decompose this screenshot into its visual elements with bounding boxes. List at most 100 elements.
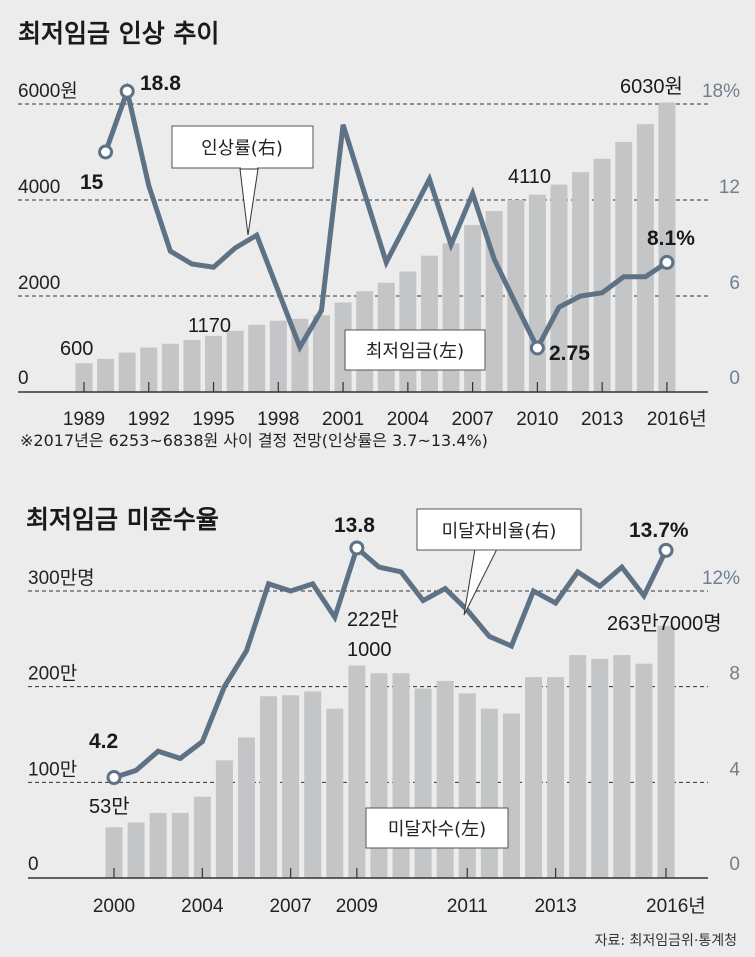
chart-noncompliance-rate: 최저임금 미준수율 2000 2004 2007 2009 2011 2013 2016년 …: [26, 505, 740, 917]
bar: [591, 658, 609, 878]
bar: [260, 696, 278, 878]
x-tick-label: 2004: [181, 896, 224, 917]
bar: [485, 211, 503, 392]
x-tick-label: 2007: [269, 896, 311, 917]
chart-title: 최저임금 인상 추이: [18, 19, 219, 48]
bar: [480, 708, 498, 878]
right-tick-label: 18%: [702, 81, 740, 102]
line-series: [106, 540, 674, 786]
legend-label: 최저임금(左): [366, 341, 464, 362]
left-axis: 0 2000 4000 6000원: [18, 80, 78, 389]
bar-series: [105, 625, 675, 878]
data-label: 263만7000명: [607, 612, 722, 635]
line-point-marker: [349, 540, 365, 556]
legend-box: [416, 508, 582, 551]
bar: [572, 172, 590, 392]
bar: [658, 102, 676, 392]
line-series: [98, 82, 675, 356]
bar: [269, 320, 287, 392]
bar: [226, 330, 244, 392]
bar: [183, 339, 201, 392]
bar: [248, 324, 266, 392]
legend-box: [365, 807, 509, 849]
left-tick-label: 2000: [18, 273, 60, 294]
chart-title: 최저임금 미준수율: [26, 505, 219, 534]
legend-label: 미달자비율(右): [442, 521, 557, 542]
legend-box: [344, 329, 486, 371]
legend-label: 미달자수(左): [388, 819, 486, 840]
bar: [282, 695, 300, 878]
bar: [348, 665, 366, 878]
right-tick-label: 12: [719, 177, 740, 198]
bar: [613, 655, 631, 878]
left-tick-label: 300만명: [28, 567, 95, 589]
right-tick-label: 12%: [702, 568, 740, 589]
bar: [205, 335, 223, 392]
right-tick-label: 6: [729, 273, 740, 294]
legend-ratio: 미달자비율(右): [416, 508, 582, 616]
line-point-marker: [658, 542, 674, 558]
bar: [502, 713, 520, 878]
bar: [171, 812, 189, 878]
bar: [97, 358, 115, 392]
left-tick-label: 6000원: [18, 80, 78, 102]
bar: [118, 352, 136, 392]
data-label: 4110: [508, 166, 551, 188]
line-point-marker: [98, 144, 114, 160]
line-point-marker: [659, 254, 675, 270]
left-tick-label: 100만: [28, 758, 77, 780]
data-label: 222만: [347, 608, 399, 631]
line-point-marker: [119, 83, 135, 99]
bar: [105, 827, 123, 878]
data-label: 4.2: [89, 730, 118, 753]
bar: [420, 255, 438, 392]
bar: [525, 677, 543, 878]
left-tick-label: 0: [28, 854, 39, 875]
rate-line: [113, 543, 669, 780]
legend-wage: 최저임금(左): [344, 329, 486, 371]
x-tick-label: 2004: [387, 409, 430, 430]
bar: [547, 677, 565, 878]
line-point-marker: [106, 770, 122, 786]
data-label: 600: [60, 338, 93, 360]
bar: [657, 625, 675, 878]
x-tick-label: 2007: [451, 409, 493, 430]
bar: [237, 737, 255, 878]
data-label: 8.1%: [647, 227, 695, 250]
bar: [215, 760, 233, 878]
data-label: 18.8: [140, 72, 181, 95]
data-label: 6030원: [620, 75, 683, 98]
data-label: 2.75: [549, 342, 590, 365]
x-tick-label: 2010: [516, 409, 558, 430]
bar: [140, 347, 158, 392]
bar: [326, 708, 344, 878]
legend-count: 미달자수(左): [365, 807, 509, 849]
x-tick-label: 2009: [336, 896, 378, 917]
x-tick-label: 1989: [63, 409, 105, 430]
x-tick-label: 2011: [447, 896, 488, 917]
right-tick-label: 0: [729, 368, 740, 389]
data-label: 15: [80, 171, 104, 194]
bar: [550, 184, 568, 392]
x-tick-label: 1995: [192, 409, 234, 430]
line-point-marker: [529, 340, 545, 356]
data-label: 53만: [89, 795, 130, 818]
bar: [528, 194, 546, 392]
data-label: 13.8: [334, 514, 375, 537]
gridlines: [28, 590, 708, 783]
x-tick-label: 2001: [322, 409, 364, 430]
data-label: 13.7%: [629, 519, 689, 542]
x-tick-label: 2013: [534, 896, 576, 917]
bar: [149, 812, 167, 878]
data-label: 1000: [347, 639, 392, 661]
bar: [193, 796, 211, 878]
bar: [458, 693, 476, 878]
x-tick-label: 2000: [93, 896, 135, 917]
right-axis: 0 6 12 18%: [702, 81, 740, 389]
footnote: ※2017년은 6253~6838원 사이 결정 전망(인상률은 3.7~13.…: [20, 431, 488, 450]
callout-pointer: [239, 168, 259, 236]
bar: [593, 158, 611, 392]
x-axis: 2000 2004 2007 2009 2011 2013 2016년: [28, 868, 708, 917]
bar: [507, 200, 525, 392]
